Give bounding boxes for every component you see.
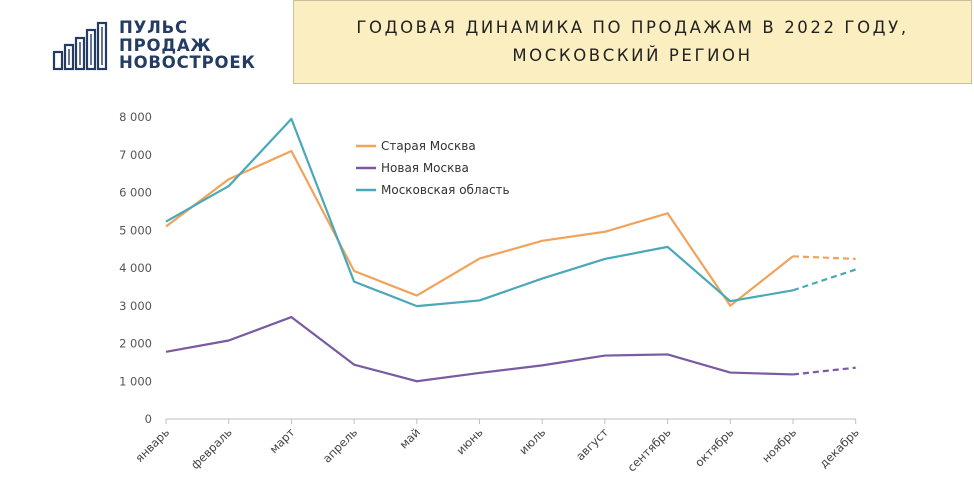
x-tick-label: июль	[516, 425, 548, 457]
legend-label: Московская область	[381, 183, 510, 197]
title-banner: ГОДОВАЯ ДИНАМИКА ПО ПРОДАЖАМ В 2022 ГОДУ…	[293, 0, 972, 84]
y-tick-label: 0	[145, 412, 152, 426]
x-tick-label: октябрь	[692, 425, 737, 470]
series-line	[165, 117, 794, 308]
series-lines	[165, 117, 857, 383]
y-axis-ticks: 0 1 000 2 000 3 000 4 000 5 000 6 000 7 000 8 00…	[119, 110, 152, 426]
x-tick-label: май	[397, 425, 423, 451]
chart-title-line-1: ГОДОВАЯ ДИНАМИКА ПО ПРОДАЖАМ В 2022 ГОДУ…	[356, 18, 909, 37]
x-tick-label: апрель	[320, 425, 361, 466]
y-tick-label: 3 000	[119, 299, 152, 313]
logo-line-1: ПУЛЬС	[119, 18, 188, 37]
y-tick-label: 2 000	[119, 337, 152, 351]
legend-label: Новая Москва	[381, 161, 469, 175]
logo-wordmark: ПУЛЬС ПРОДАЖ НОВОСТРОЕК	[119, 19, 256, 72]
x-axis-ticks: январь февраль март апрель май июнь июль август…	[132, 419, 862, 475]
logo-area: ПУЛЬС ПРОДАЖ НОВОСТРОЕК	[0, 0, 290, 86]
x-tick-label: июнь	[453, 425, 485, 457]
bar-buildings-icon	[52, 21, 108, 71]
series-line-projection	[792, 255, 856, 261]
y-tick-label: 6 000	[119, 186, 152, 200]
x-tick-label: сентябрь	[624, 425, 673, 474]
logo-line-3: НОВОСТРОЕК	[119, 53, 256, 72]
x-tick-label: март	[267, 425, 298, 456]
x-tick-label: январь	[132, 425, 172, 465]
chart-title-line-2: МОСКОВСКИЙ РЕГИОН	[512, 46, 753, 65]
y-tick-label: 4 000	[119, 261, 152, 275]
series-line-projection	[792, 268, 857, 292]
legend: Старая Москва Новая Москва Московская обла…	[356, 139, 510, 197]
series-line	[165, 149, 794, 307]
x-tick-label: ноябрь	[759, 425, 799, 465]
y-tick-label: 5 000	[119, 223, 152, 237]
y-tick-label: 8 000	[119, 110, 152, 124]
series-line-projection	[792, 366, 856, 376]
x-tick-label: август	[573, 425, 611, 463]
y-tick-label: 1 000	[119, 374, 152, 388]
x-tick-label: декабрь	[816, 425, 862, 471]
logo-line-2: ПРОДАЖ	[119, 35, 212, 55]
legend-label: Старая Москва	[381, 139, 476, 153]
series-line	[165, 315, 794, 383]
y-tick-label: 7 000	[119, 148, 152, 162]
x-tick-label: февраль	[188, 425, 235, 472]
